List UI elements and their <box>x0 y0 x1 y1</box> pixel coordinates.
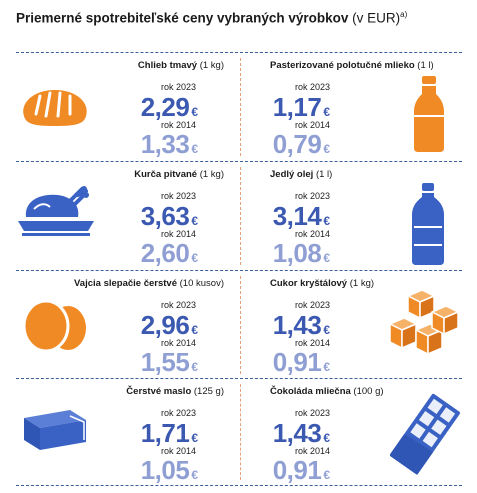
column-divider <box>240 58 241 156</box>
product-name: Vajcia slepačie čerstvé (10 kusov) <box>74 278 224 289</box>
price-2014: 1,08 € <box>272 238 330 268</box>
year-2014-label: rok 2014 <box>294 446 330 456</box>
year-2014-label: rok 2014 <box>294 338 330 348</box>
row-divider <box>16 485 462 486</box>
product-card-chicken: Kurča pitvané (1 kg) rok 2023 3,63 € rok … <box>16 165 238 273</box>
price-2014: 0,91 € <box>272 455 330 485</box>
price-2023: 2,96 € <box>140 310 198 340</box>
product-card-oil: Jedlý olej (1 l) rok 2023 3,14 € rok 2014… <box>240 165 462 273</box>
year-2014-label: rok 2014 <box>160 338 196 348</box>
product-name: Kurča pitvané (1 kg) <box>134 169 224 180</box>
year-2014-label: rok 2014 <box>294 229 330 239</box>
row-divider <box>16 52 462 53</box>
year-2023-label: rok 2023 <box>160 191 196 201</box>
price-2014: 1,33 € <box>140 129 198 159</box>
year-2023-label: rok 2023 <box>294 300 330 310</box>
page-title: Priemerné spotrebiteľské ceny vybraných … <box>16 10 407 26</box>
product-card-eggs: Vajcia slepačie čerstvé (10 kusov) rok 2… <box>16 274 238 382</box>
product-name: Čerstvé maslo (125 g) <box>126 386 224 397</box>
year-2023-label: rok 2023 <box>294 191 330 201</box>
price-2023: 3,63 € <box>140 201 198 231</box>
eggs-icon <box>22 299 86 352</box>
row-divider <box>16 161 462 162</box>
roast-chicken-icon <box>18 186 94 236</box>
title-footnote: a) <box>400 10 408 19</box>
column-divider <box>240 384 241 480</box>
price-2023: 1,43 € <box>272 310 330 340</box>
column-divider <box>240 276 241 374</box>
title-text: Priemerné spotrebiteľské ceny vybraných … <box>16 10 349 26</box>
year-2014-label: rok 2014 <box>160 229 196 239</box>
price-2014: 0,91 € <box>272 347 330 377</box>
product-name: Čokoláda mliečna (100 g) <box>270 386 384 397</box>
price-2023: 2,29 € <box>140 92 198 122</box>
year-2014-label: rok 2014 <box>160 120 196 130</box>
product-card-butter: Čerstvé maslo (125 g) rok 2023 1,71 € rok… <box>16 382 238 490</box>
year-2023-label: rok 2023 <box>294 82 330 92</box>
price-2023: 1,71 € <box>140 418 198 448</box>
price-2023: 1,43 € <box>272 418 330 448</box>
oil-bottle-icon <box>412 183 444 265</box>
year-2014-label: rok 2014 <box>160 446 196 456</box>
product-name: Cukor kryštálový (1 kg) <box>270 278 375 289</box>
product-name: Pasterizované polotučné mlieko (1 l) <box>270 60 434 71</box>
price-2023: 1,17 € <box>272 92 330 122</box>
row-divider <box>16 270 462 271</box>
column-divider <box>240 167 241 265</box>
price-2014: 0,79 € <box>272 129 330 159</box>
year-2023-label: rok 2023 <box>294 408 330 418</box>
year-2014-label: rok 2014 <box>294 120 330 130</box>
bread-icon <box>23 90 87 126</box>
product-card-milk: Pasterizované polotučné mlieko (1 l) rok… <box>240 56 462 164</box>
price-2014: 1,55 € <box>140 347 198 377</box>
year-2023-label: rok 2023 <box>160 82 196 92</box>
year-2023-label: rok 2023 <box>160 300 196 310</box>
price-2014: 2,60 € <box>140 238 198 268</box>
product-name: Jedlý olej (1 l) <box>270 169 333 180</box>
title-unit: (v EUR) <box>352 10 401 26</box>
product-card-chocolate: Čokoláda mliečna (100 g) rok 2023 1,43 € … <box>240 382 462 490</box>
row-divider <box>16 378 462 379</box>
year-2023-label: rok 2023 <box>160 408 196 418</box>
product-card-sugar: Cukor kryštálový (1 kg) rok 2023 1,43 € r… <box>240 274 462 382</box>
product-card-bread: Chlieb tmavý (1 kg) rok 2023 2,29 € rok 2… <box>16 56 238 164</box>
price-2023: 3,14 € <box>272 201 330 231</box>
product-name: Chlieb tmavý (1 kg) <box>137 60 224 71</box>
sugar-cubes-icon <box>389 289 459 355</box>
milk-bottle-icon <box>414 76 444 152</box>
chocolate-bar-icon <box>390 393 460 475</box>
price-2014: 1,05 € <box>140 455 198 485</box>
butter-icon <box>24 410 86 450</box>
